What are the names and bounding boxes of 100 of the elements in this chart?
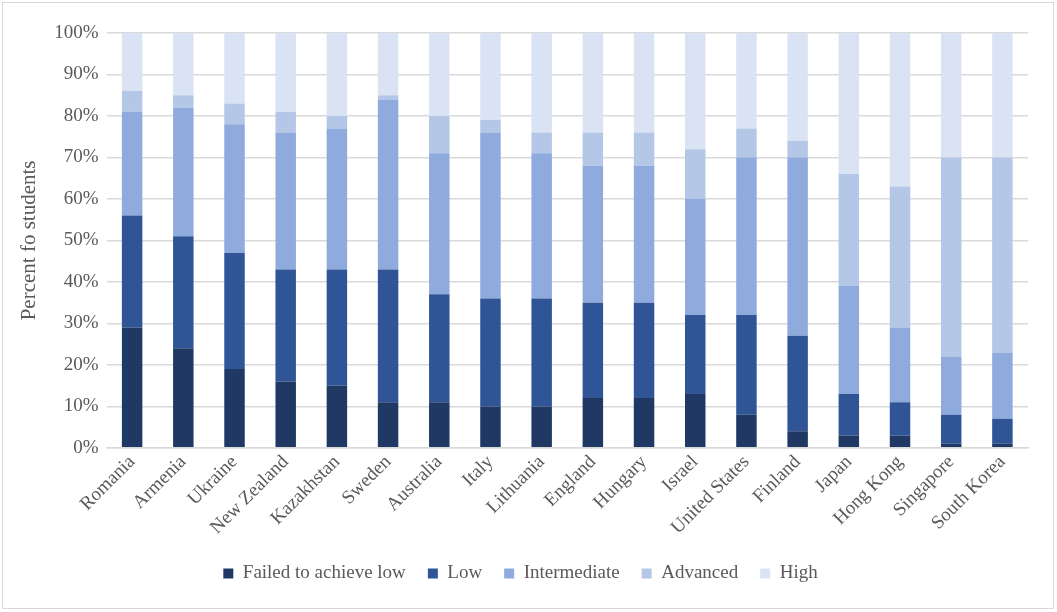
legend-label: Failed to achieve low [242,561,407,583]
bar [326,269,348,386]
bar [992,352,1013,419]
bar [838,393,860,436]
bar [377,269,399,403]
bar [838,33,860,175]
y-tick-label: 50% [63,228,99,250]
bar [736,414,757,448]
bar [275,33,296,112]
bar [480,33,501,121]
bar [582,398,604,448]
bar [377,33,399,96]
y-tick-label: 40% [63,269,99,291]
bar [787,157,808,336]
bar [429,153,450,295]
y-tick-label: 0% [73,435,99,457]
bar [224,252,245,370]
bar [429,33,450,116]
bar [224,33,245,104]
bar [480,132,501,299]
y-tick-label: 80% [63,103,99,125]
bar [531,406,552,448]
bar [531,132,552,154]
bar [121,327,143,448]
bar [377,402,399,448]
bar [275,269,296,382]
bar [121,111,143,216]
bar [992,418,1013,444]
bar [889,327,911,403]
bar [377,99,399,270]
bar [633,33,655,133]
bar [121,91,143,112]
bar [787,431,808,448]
bar [429,294,450,403]
bar [326,115,348,129]
bar [685,149,706,199]
bar [940,414,962,444]
y-axis-title: Percent fo students [16,160,41,321]
bar [685,198,706,316]
bar [633,132,655,166]
bar [685,33,706,150]
bar [173,236,194,349]
legend-label: Intermediate [523,561,620,583]
bar [224,369,245,448]
bar [685,393,706,448]
bar [787,140,808,158]
bar [224,124,245,253]
y-tick-label: 30% [63,311,99,333]
bar [685,315,706,394]
y-tick-label: 10% [63,394,99,416]
bar [736,315,757,415]
bar [173,107,194,237]
bar [173,348,194,448]
bar [582,165,604,303]
bar [838,435,860,448]
bar [940,356,962,415]
y-tick-label: 60% [63,186,99,208]
bar [940,157,962,357]
bar [480,406,501,448]
y-tick-label: 70% [63,145,99,167]
bar [736,128,757,158]
bar [531,153,552,299]
bar [889,33,911,187]
legend-label: Advanced [661,561,739,583]
legend-label: Low [447,561,483,583]
bar [326,385,348,448]
bar [326,33,348,116]
bar [940,33,962,158]
legend-label: High [779,561,819,583]
bar [326,128,348,270]
bar [173,95,194,108]
y-tick-label: 20% [63,352,99,374]
bar [121,215,143,328]
bar [480,120,501,133]
bar [582,132,604,166]
bar [736,33,757,129]
bar [582,33,604,133]
bar [429,402,450,448]
bar [838,174,860,287]
bar [531,298,552,407]
bar [992,33,1013,158]
bar [889,435,911,448]
bar [787,335,808,432]
bar [275,381,296,448]
bar [992,443,1013,448]
bar [377,95,399,100]
bar [224,103,245,125]
bar [429,115,450,154]
bar [736,157,757,316]
bar [992,157,1013,353]
y-tick-label: 100% [54,20,99,42]
bar [889,186,911,328]
bar [838,286,860,394]
bar [121,33,143,92]
bar [480,298,501,407]
bar [889,402,911,436]
bar [633,165,655,303]
bar [275,132,296,270]
bar [582,302,604,399]
y-tick-label: 90% [63,62,99,84]
